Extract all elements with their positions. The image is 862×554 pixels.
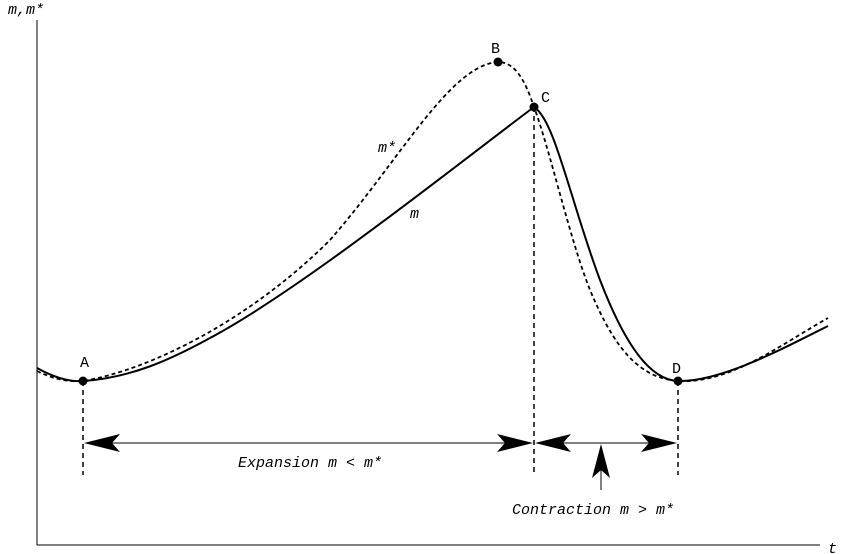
phase-label: Expansion m < m* <box>238 455 382 472</box>
y-axis-label: m,m* <box>8 2 44 19</box>
point-label: D <box>672 361 681 378</box>
point-label: A <box>80 355 89 372</box>
curve-m <box>36 105 829 383</box>
point-label: B <box>491 41 500 58</box>
curve-label: m* <box>378 140 396 157</box>
point <box>673 376 683 386</box>
arrowhead <box>84 434 120 452</box>
point <box>493 57 503 67</box>
arrowhead <box>535 434 571 452</box>
curve-m-star <box>36 61 829 383</box>
phase-label: Contraction m > m* <box>512 502 674 519</box>
x-axis-label: t <box>828 541 837 554</box>
curve-label: m <box>410 206 419 223</box>
point <box>78 376 88 386</box>
arrowhead <box>592 444 610 478</box>
arrowhead <box>641 434 677 452</box>
arrowhead <box>497 434 533 452</box>
point <box>529 102 539 112</box>
point-label: C <box>541 90 550 107</box>
